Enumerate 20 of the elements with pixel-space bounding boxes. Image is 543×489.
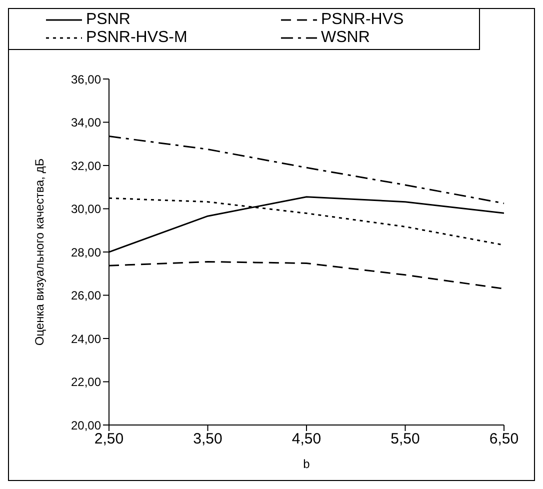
- y-tick-label: 22,00: [70, 375, 102, 390]
- x-tick-label: 4,50: [292, 430, 322, 448]
- x-tick-label: 2,50: [94, 430, 124, 448]
- y-tick-label: 24,00: [70, 332, 102, 346]
- y-tick-label: 26,00: [70, 288, 102, 303]
- legend-label: PSNR: [86, 11, 130, 29]
- legend-label: PSNR-HVS: [321, 11, 404, 29]
- x-axis-title: b: [303, 457, 310, 471]
- x-tick-label: 3,50: [193, 430, 222, 448]
- legend-label: WSNR: [321, 29, 370, 47]
- legend-label: PSNR-HVS-M: [86, 29, 188, 47]
- y-tick-label: 36,00: [70, 72, 102, 86]
- y-tick-label: 30,00: [70, 202, 102, 216]
- y-tick-label: 28,00: [70, 245, 102, 260]
- x-tick-label: 6,50: [489, 430, 519, 448]
- x-tick-label: 5,50: [390, 430, 420, 448]
- y-tick-label: 32,00: [70, 158, 102, 173]
- y-tick-label: 34,00: [70, 116, 102, 130]
- y-tick-label: 20,00: [70, 418, 102, 432]
- y-axis-title: Оценка визуального качества, дБ: [32, 158, 46, 346]
